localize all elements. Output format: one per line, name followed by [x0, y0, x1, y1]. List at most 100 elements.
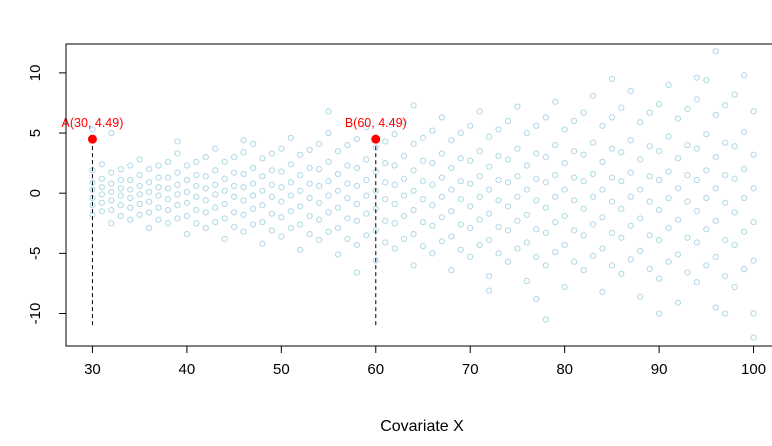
data-point — [391, 220, 398, 227]
data-point — [599, 186, 606, 193]
annotation-label: B(60, 4.49) — [345, 116, 407, 130]
data-point — [382, 179, 389, 186]
data-point — [183, 188, 190, 196]
data-point — [448, 233, 455, 240]
data-point — [457, 155, 464, 162]
data-point — [523, 162, 530, 169]
data-point — [164, 185, 172, 192]
data-point — [608, 198, 615, 205]
data-point — [155, 192, 162, 199]
data-point — [627, 193, 634, 200]
data-point — [722, 172, 729, 179]
data-point — [674, 299, 682, 306]
data-point — [287, 192, 294, 199]
data-point — [117, 176, 124, 184]
points-layer — [89, 48, 757, 341]
data-point — [438, 114, 445, 121]
data-point — [684, 269, 691, 276]
y-tick-label: 10 — [27, 65, 44, 82]
data-point — [287, 179, 294, 186]
data-point — [193, 193, 200, 200]
data-point — [287, 161, 294, 168]
data-point — [438, 214, 445, 221]
data-point — [561, 126, 568, 133]
x-axis: 30 40 50 60 70 80 90 100 — [84, 346, 766, 378]
data-point — [438, 193, 445, 200]
data-point — [410, 140, 417, 147]
data-point — [231, 193, 238, 200]
data-point — [127, 204, 134, 211]
data-point — [306, 212, 313, 220]
data-point — [580, 232, 587, 239]
data-point — [372, 257, 379, 264]
data-point — [353, 269, 360, 276]
y-axis: -10 -5 0 5 10 — [27, 65, 66, 324]
data-point — [202, 209, 209, 216]
data-point — [580, 151, 587, 158]
data-point — [231, 209, 238, 216]
data-point — [589, 252, 597, 259]
data-point — [297, 187, 304, 194]
data-point — [665, 81, 672, 89]
data-point — [193, 220, 200, 227]
data-point — [599, 245, 606, 252]
data-point — [561, 283, 568, 291]
data-point — [533, 122, 540, 129]
data-point — [486, 273, 493, 280]
data-point — [98, 208, 105, 215]
data-point — [438, 150, 445, 157]
data-point — [334, 251, 342, 258]
data-point — [344, 194, 351, 202]
data-point — [712, 253, 719, 261]
data-point — [448, 186, 455, 193]
data-point — [561, 241, 568, 249]
data-point — [419, 218, 427, 226]
annotation-point — [87, 134, 97, 144]
data-point — [684, 198, 691, 205]
data-point — [278, 198, 285, 205]
data-point — [674, 155, 682, 162]
data-point — [127, 216, 134, 223]
data-point — [212, 218, 219, 226]
data-point — [571, 174, 578, 181]
data-point — [731, 283, 738, 291]
data-point — [268, 210, 275, 217]
data-point — [486, 133, 493, 140]
data-point — [155, 174, 162, 181]
data-point — [712, 48, 719, 55]
data-point — [363, 192, 370, 199]
x-tick-label: 50 — [273, 361, 290, 378]
data-point — [419, 196, 427, 203]
plot-frame — [65, 43, 772, 347]
data-point — [627, 256, 634, 263]
data-point — [589, 92, 597, 99]
data-point — [608, 229, 615, 237]
data-point — [429, 160, 436, 167]
data-point — [684, 234, 691, 241]
data-point — [674, 216, 682, 223]
data-point — [684, 172, 691, 179]
data-point — [693, 145, 700, 152]
data-point — [231, 223, 238, 230]
data-point — [618, 205, 625, 212]
data-point — [117, 202, 124, 209]
data-point — [656, 275, 663, 282]
data-point — [476, 147, 483, 155]
data-point — [589, 139, 597, 146]
data-point — [249, 164, 257, 172]
data-point — [259, 173, 266, 180]
data-point — [486, 186, 493, 193]
data-point — [618, 270, 625, 277]
data-point — [108, 169, 115, 176]
data-point — [325, 129, 332, 137]
data-point — [259, 218, 266, 226]
data-point — [268, 181, 275, 188]
data-point — [297, 246, 304, 253]
data-point — [174, 181, 181, 188]
data-point — [155, 204, 162, 211]
data-point — [212, 204, 219, 211]
data-point — [476, 193, 483, 200]
x-axis-label: Covariate X — [380, 418, 464, 435]
data-point — [542, 153, 549, 161]
data-point — [476, 241, 483, 249]
